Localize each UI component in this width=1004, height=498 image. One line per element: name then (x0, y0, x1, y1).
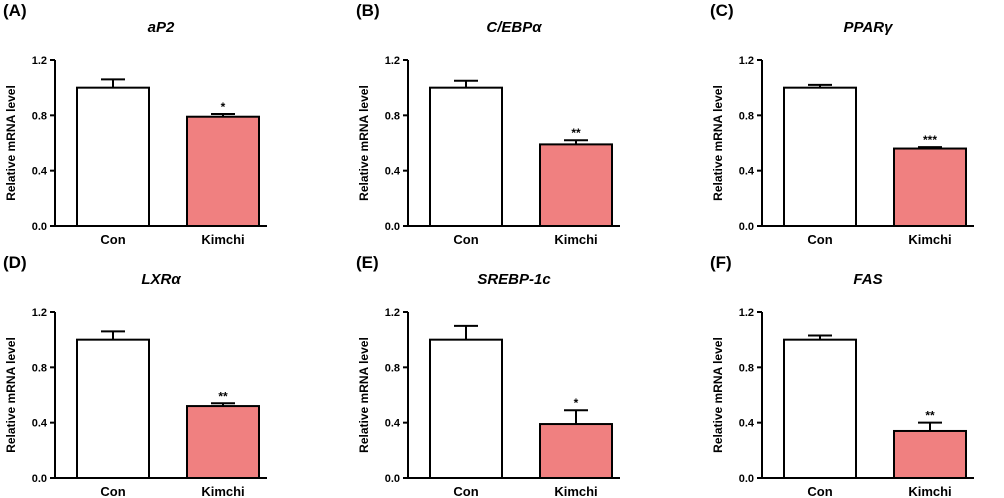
panel-title: aP2 (148, 19, 175, 36)
x-category-label: Kimchi (908, 484, 951, 498)
bar-kimchi (186, 405, 260, 480)
x-category-label: Con (807, 484, 832, 498)
panel-letter: (D) (3, 253, 27, 272)
bar-kimchi (893, 147, 967, 228)
y-tick-label: 0.4 (32, 166, 48, 178)
x-category-label: Con (807, 232, 832, 247)
panel-title: C/EBPα (486, 19, 542, 36)
panel-title: FAS (853, 271, 882, 288)
bar-kimchi (186, 115, 260, 227)
y-axis-label: Relative mRNA level (357, 85, 371, 201)
y-tick-label: 0.0 (385, 473, 400, 485)
bar-con (783, 338, 857, 479)
bar-con (783, 86, 857, 227)
bar-con (429, 86, 503, 227)
y-tick-label: 1.2 (385, 55, 400, 67)
y-tick-label: 0.4 (385, 418, 401, 430)
y-tick-label: 0.0 (32, 221, 47, 233)
y-tick-label: 0.0 (739, 473, 754, 485)
y-tick-label: 1.2 (385, 307, 400, 319)
panel-2: (B) C/EBPα Relative mRNA level 0.0 0.4 0.8 1.2… (356, 1, 620, 247)
panel-letter: (B) (356, 1, 380, 20)
bar-kimchi (893, 429, 967, 480)
x-category-label: Kimchi (201, 232, 244, 247)
panel-title: PPARγ (844, 19, 895, 36)
y-tick-label: 1.2 (739, 307, 754, 319)
y-tick-label: 0.8 (32, 110, 47, 122)
panel-letter: (E) (356, 253, 379, 272)
x-category-label: Kimchi (908, 232, 951, 247)
y-tick-label: 0.4 (32, 418, 48, 430)
y-tick-label: 0.0 (739, 221, 754, 233)
significance-marker: ** (925, 409, 935, 423)
y-tick-label: 1.2 (32, 55, 47, 67)
y-axis-label: Relative mRNA level (357, 337, 371, 453)
x-category-label: Kimchi (554, 484, 597, 498)
y-tick-label: 0.0 (385, 221, 400, 233)
bar-kimchi (539, 143, 613, 227)
y-tick-label: 0.4 (739, 166, 755, 178)
significance-marker: * (574, 396, 579, 410)
y-tick-label: 0.4 (385, 166, 401, 178)
panel-1: (A) aP2 Relative mRNA level 0.0 0.4 0.8 1.2 Con… (3, 1, 267, 247)
x-category-label: Kimchi (201, 484, 244, 498)
bar-con (76, 338, 150, 479)
x-category-label: Kimchi (554, 232, 597, 247)
y-tick-label: 1.2 (32, 307, 47, 319)
panel-letter: (A) (3, 1, 27, 20)
bar-kimchi (539, 423, 613, 479)
y-tick-label: 0.0 (32, 473, 47, 485)
y-tick-label: 0.8 (385, 110, 400, 122)
panel-6: (F) FAS Relative mRNA level 0.0 0.4 0.8 1.2 Con… (710, 253, 974, 498)
y-axis-label: Relative mRNA level (4, 337, 18, 453)
y-axis-label: Relative mRNA level (711, 85, 725, 201)
panel-letter: (F) (710, 253, 732, 272)
y-tick-label: 0.8 (385, 362, 400, 374)
x-category-label: Con (100, 232, 125, 247)
panel-3: (C) PPARγ Relative mRNA level 0.0 0.4 0.8 1.2 C… (710, 1, 974, 247)
y-tick-label: 1.2 (739, 55, 754, 67)
x-category-label: Con (453, 232, 478, 247)
significance-marker: * (221, 100, 226, 114)
x-category-label: Con (100, 484, 125, 498)
panel-4: (D) LXRα Relative mRNA level 0.0 0.4 0.8 1.2 Co… (3, 253, 267, 498)
panel-letter: (C) (710, 1, 734, 20)
significance-marker: *** (923, 133, 937, 147)
panel-title: LXRα (141, 271, 181, 288)
significance-marker: ** (218, 389, 228, 403)
x-category-label: Con (453, 484, 478, 498)
bar-con (76, 86, 150, 227)
y-tick-label: 0.8 (739, 362, 754, 374)
y-tick-label: 0.4 (739, 418, 755, 430)
y-axis-label: Relative mRNA level (4, 85, 18, 201)
panel-5: (E) SREBP-1c Relative mRNA level 0.0 0.4 0.8 1… (356, 253, 620, 498)
y-tick-label: 0.8 (32, 362, 47, 374)
bar-con (429, 338, 503, 479)
y-tick-label: 0.8 (739, 110, 754, 122)
significance-marker: ** (571, 126, 581, 140)
panel-title: SREBP-1c (477, 271, 551, 288)
y-axis-label: Relative mRNA level (711, 337, 725, 453)
